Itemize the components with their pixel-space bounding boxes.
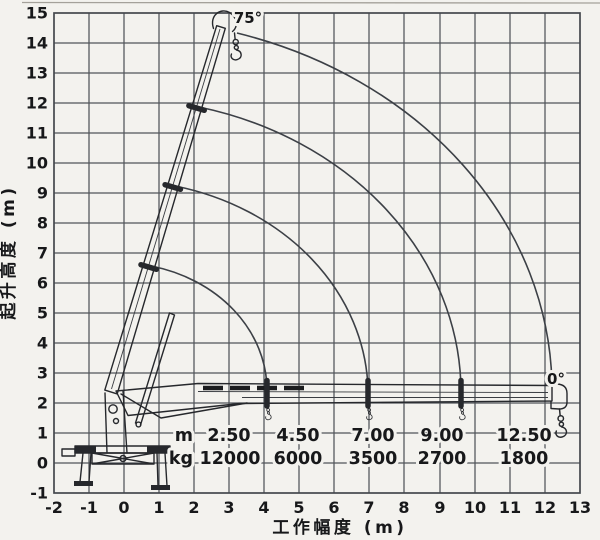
plot-grid bbox=[53, 12, 581, 494]
y-tick: 1 bbox=[37, 424, 48, 443]
x-axis-ticks: -2 -1 0 1 2 3 4 5 6 7 8 9 10 11 12 13 bbox=[45, 498, 591, 517]
outrigger-foot-left bbox=[74, 481, 93, 486]
boom-raised-75deg bbox=[104, 10, 242, 395]
telescope-section-collars bbox=[264, 377, 464, 409]
y-tick: 8 bbox=[37, 214, 48, 233]
y-tick: 9 bbox=[37, 184, 48, 203]
outrigger-foot-right bbox=[151, 485, 170, 490]
scan-artifact-line bbox=[21, 1, 600, 4]
x-tick: -1 bbox=[80, 498, 98, 517]
boom-arc-12m bbox=[236, 32, 553, 388]
y-tick: 4 bbox=[37, 334, 48, 353]
x-tick: 7 bbox=[363, 498, 374, 517]
boom-horizontal-0deg bbox=[115, 377, 568, 438]
hook-at-75deg bbox=[230, 32, 242, 61]
load-value: 2700 bbox=[418, 449, 467, 469]
y-tick: 10 bbox=[26, 154, 48, 173]
boom-tip-arcs bbox=[150, 32, 553, 390]
boom-head-top bbox=[211, 10, 237, 33]
load-table: m 2.50 4.50 7.00 9.00 12.50 kg 12000 600… bbox=[166, 423, 555, 472]
boom-arc-9m bbox=[198, 106, 462, 390]
radius-value: 9.00 bbox=[420, 426, 463, 446]
x-tick: 3 bbox=[223, 498, 234, 517]
y-tick: 12 bbox=[26, 94, 48, 113]
x-tick: 6 bbox=[328, 498, 339, 517]
y-tick: 15 bbox=[26, 4, 48, 23]
crane-illustration bbox=[61, 10, 568, 490]
x-tick: 1 bbox=[153, 498, 164, 517]
y-tick: 2 bbox=[37, 394, 48, 413]
load-value: 1800 bbox=[500, 449, 549, 469]
radius-row-label: m bbox=[175, 426, 193, 446]
load-value: 6000 bbox=[274, 449, 323, 469]
boom-arc-4m bbox=[150, 265, 268, 390]
boom-section-collars bbox=[138, 102, 207, 273]
x-tick: 13 bbox=[569, 498, 591, 517]
y-tick: 7 bbox=[37, 244, 48, 263]
radius-value: 12.50 bbox=[496, 426, 551, 446]
y-axis-title: 起升高度 (m) bbox=[0, 184, 19, 320]
x-tick: 9 bbox=[434, 498, 445, 517]
x-tick: 0 bbox=[118, 498, 129, 517]
max-angle-label: 75° bbox=[234, 9, 262, 27]
radius-value: 7.00 bbox=[351, 426, 394, 446]
y-axis-ticks: 15 14 13 12 11 10 9 8 7 6 5 4 3 2 1 0 -1 bbox=[26, 4, 48, 503]
y-tick: 0 bbox=[37, 454, 48, 473]
y-tick: 11 bbox=[26, 124, 48, 143]
x-tick: 8 bbox=[398, 498, 409, 517]
outrigger-legs bbox=[79, 452, 168, 487]
crane-pedestal bbox=[104, 390, 128, 454]
x-axis-title: 工作幅度 (m) bbox=[272, 517, 407, 538]
y-tick: 13 bbox=[26, 64, 48, 83]
y-tick: 5 bbox=[37, 304, 48, 323]
x-tick: 11 bbox=[499, 498, 521, 517]
y-tick: 14 bbox=[26, 34, 48, 53]
load-value: 12000 bbox=[200, 449, 261, 469]
radius-value: 2.50 bbox=[207, 426, 250, 446]
y-tick: 3 bbox=[37, 364, 48, 383]
x-tick: 10 bbox=[464, 498, 486, 517]
x-tick: -2 bbox=[45, 498, 63, 517]
boom-head-right bbox=[545, 383, 568, 410]
load-value: 3500 bbox=[349, 449, 398, 469]
x-tick: 2 bbox=[188, 498, 199, 517]
min-angle-label: 0° bbox=[547, 370, 565, 388]
luffing-cylinder bbox=[134, 312, 176, 428]
boom-root-bracket bbox=[120, 393, 248, 419]
x-tick: 12 bbox=[534, 498, 556, 517]
y-tick: -1 bbox=[30, 484, 48, 503]
radius-value: 4.50 bbox=[276, 426, 319, 446]
boom-arc-7m bbox=[174, 185, 369, 390]
x-tick: 5 bbox=[293, 498, 304, 517]
x-tick: 4 bbox=[258, 498, 269, 517]
crane-base bbox=[61, 445, 171, 490]
y-tick: 6 bbox=[37, 274, 48, 293]
load-row-label: kg bbox=[169, 449, 193, 469]
plot-border bbox=[53, 12, 581, 494]
